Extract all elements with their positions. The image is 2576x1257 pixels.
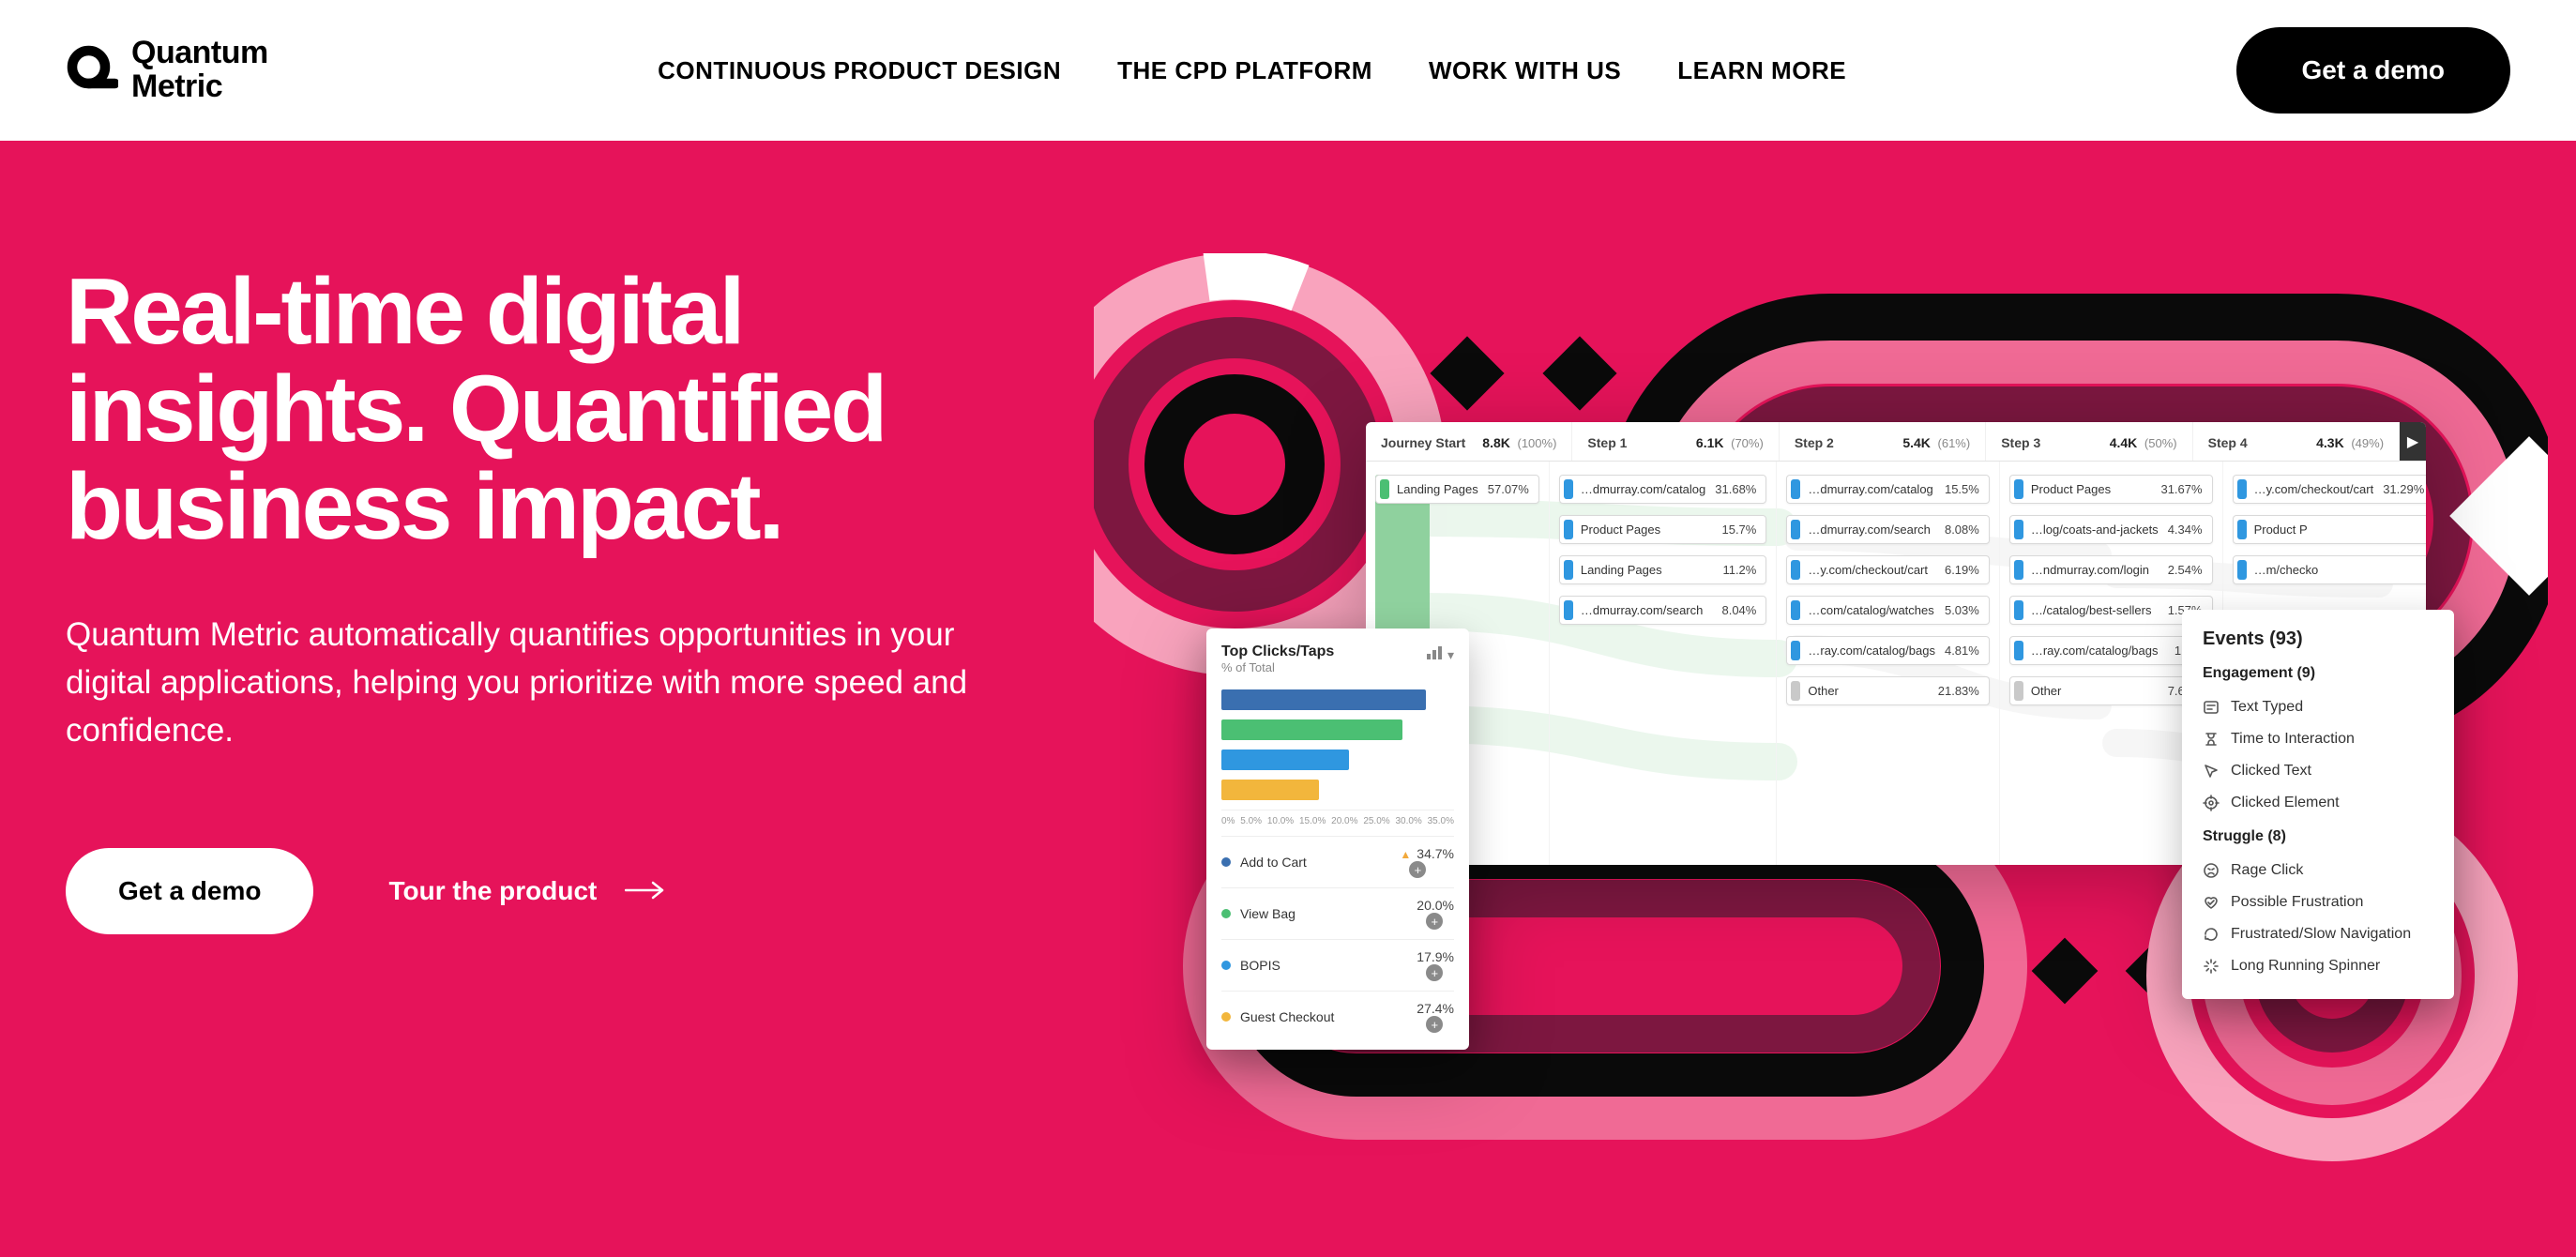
events-item: Long Running Spinner <box>2203 950 2433 982</box>
nav-item-work[interactable]: WORK WITH US <box>1429 56 1621 85</box>
logo-text-line1: Quantum <box>131 37 268 70</box>
brand-logo[interactable]: Quantum Metric <box>66 37 268 103</box>
site-header: Quantum Metric CONTINUOUS PRODUCT DESIGN… <box>0 0 2576 141</box>
hero-tour-link[interactable]: Tour the product <box>388 876 666 906</box>
logo-text-line2: Metric <box>131 70 268 104</box>
hero-subtitle: Quantum Metric automatically quantifies … <box>66 612 1004 754</box>
hero-demo-button[interactable]: Get a demo <box>66 848 313 934</box>
main-nav: CONTINUOUS PRODUCT DESIGN THE CPD PLATFO… <box>658 56 1846 85</box>
logo-icon <box>66 44 118 97</box>
metric-value: 27.4% <box>1417 1001 1454 1016</box>
expand-icon: + <box>1426 1016 1443 1033</box>
metric-row: Guest Checkout 27.4%+ <box>1221 991 1454 1042</box>
expand-icon: + <box>1426 964 1443 981</box>
hero-tour-label: Tour the product <box>388 876 597 906</box>
metric-dot <box>1221 1012 1231 1022</box>
hero-section: Real-time digital insights. Quantified b… <box>0 141 2576 1257</box>
hero-copy: Real-time digital insights. Quantified b… <box>66 263 1079 934</box>
nav-item-platform[interactable]: THE CPD PLATFORM <box>1117 56 1372 85</box>
metric-label: Guest Checkout <box>1240 1009 1334 1024</box>
spinner-icon <box>2203 958 2220 975</box>
metric-dot <box>1221 961 1231 970</box>
metric-label: BOPIS <box>1240 958 1280 973</box>
events-item-label: Long Running Spinner <box>2231 958 2380 975</box>
metric-value: 17.9% <box>1417 949 1454 964</box>
nav-item-learn[interactable]: LEARN MORE <box>1677 56 1846 85</box>
hero-title: Real-time digital insights. Quantified b… <box>66 263 1079 555</box>
nav-item-cpd[interactable]: CONTINUOUS PRODUCT DESIGN <box>658 56 1061 85</box>
logo-text: Quantum Metric <box>131 37 268 103</box>
arrow-right-icon <box>625 876 666 906</box>
header-demo-button[interactable]: Get a demo <box>2236 27 2510 114</box>
metric-row: BOPIS 17.9%+ <box>1221 939 1454 991</box>
